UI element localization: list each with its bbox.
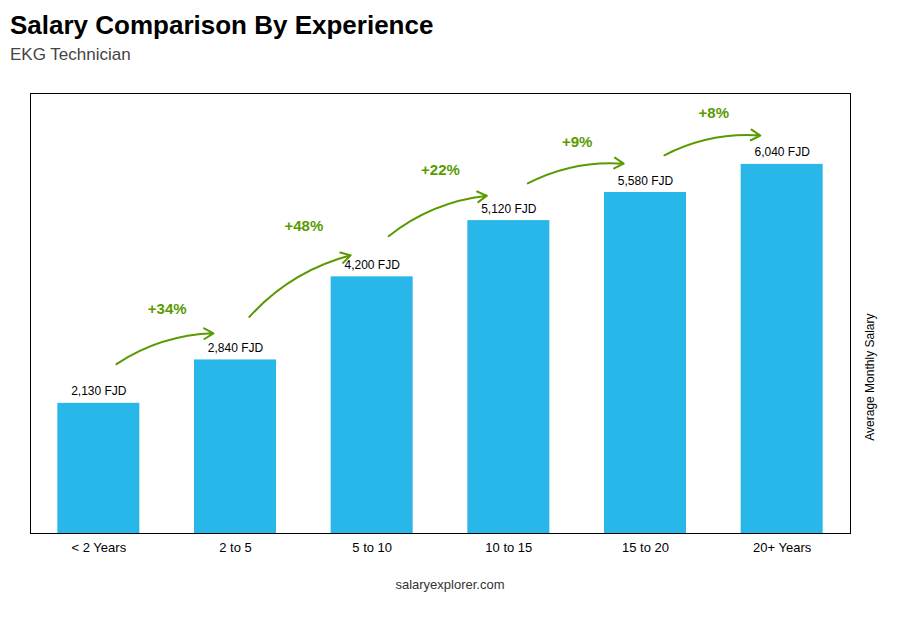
svg-text:2,840 FJD: 2,840 FJD bbox=[208, 341, 264, 355]
svg-text:2,130 FJD: 2,130 FJD bbox=[71, 384, 127, 398]
svg-text:4,200 FJD: 4,200 FJD bbox=[344, 258, 400, 272]
svg-text:5 to 10: 5 to 10 bbox=[352, 540, 392, 555]
svg-text:15 to 20: 15 to 20 bbox=[622, 540, 669, 555]
svg-text:5,120 FJD: 5,120 FJD bbox=[481, 202, 537, 216]
svg-text:20+ Years: 20+ Years bbox=[753, 540, 812, 555]
svg-text:< 2 Years: < 2 Years bbox=[72, 540, 127, 555]
html-text:salaryexplorer.com: salaryexplorer.com bbox=[395, 577, 505, 592]
html-text:Salary Comparison By Experienc: Salary Comparison By Experience bbox=[10, 10, 434, 40]
svg-text:10 to 15: 10 to 15 bbox=[485, 540, 532, 555]
svg-text:+22%: +22% bbox=[421, 161, 460, 178]
html-text:EKG Technician: EKG Technician bbox=[10, 45, 131, 64]
svg-text:+8%: +8% bbox=[699, 104, 729, 121]
svg-text:5,580 FJD: 5,580 FJD bbox=[618, 174, 674, 188]
svg-text:+34%: +34% bbox=[148, 300, 187, 317]
svg-text:+9%: +9% bbox=[562, 133, 592, 150]
svg-text:6,040 FJD: 6,040 FJD bbox=[754, 145, 810, 159]
svg-text:Average Monthly Salary: Average Monthly Salary bbox=[863, 314, 877, 441]
svg-text:2 to 5: 2 to 5 bbox=[219, 540, 252, 555]
svg-text:+48%: +48% bbox=[284, 217, 323, 234]
